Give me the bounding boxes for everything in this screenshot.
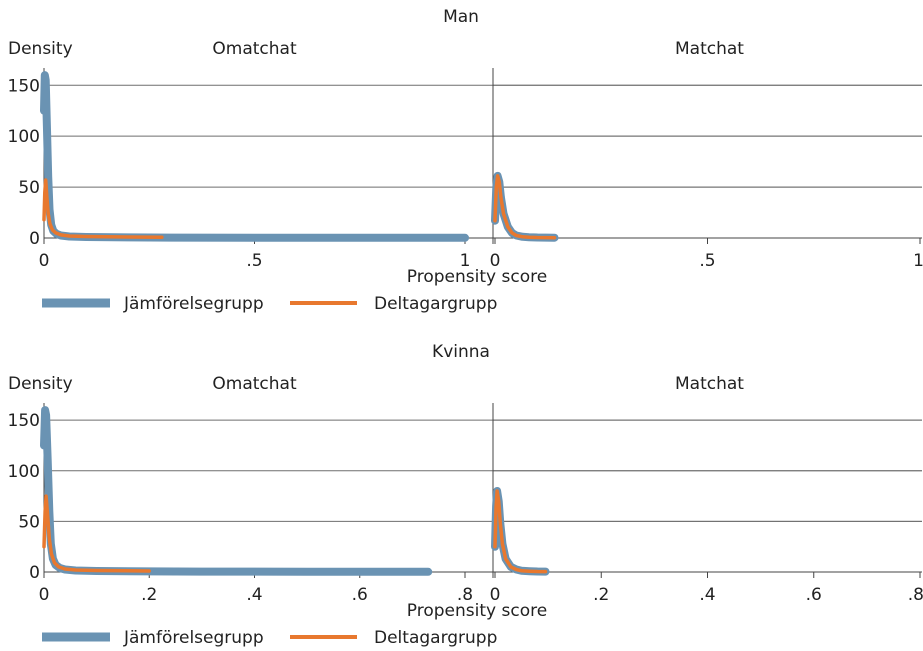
panel-0: Omatchat 0 50 100 150 0 .2 .4 .6 .8 <box>8 374 922 605</box>
legend-label-deltagargrupp: Deltagargrupp <box>374 294 497 314</box>
y-axis-label: Density <box>8 374 73 394</box>
legend: Jämförelsegrupp Deltagargrupp <box>42 294 497 314</box>
x-tick-label: .8 <box>908 585 923 605</box>
legend: Jämförelsegrupp Deltagargrupp <box>42 628 497 648</box>
legend-label-jamforelsegrupp: Jämförelsegrupp <box>123 294 264 314</box>
y-axis-label: Density <box>8 39 73 59</box>
x-tick-label: 0 <box>490 251 501 271</box>
panel-title: Omatchat <box>212 374 297 394</box>
y-tick-label: 50 <box>18 178 40 198</box>
x-tick-label: 1 <box>460 251 471 271</box>
x-tick-label: .2 <box>141 585 157 605</box>
figure-title: Man <box>443 7 479 27</box>
x-tick-label: 0 <box>39 585 50 605</box>
panel-title: Omatchat <box>212 39 297 59</box>
x-tick-label: .4 <box>699 585 715 605</box>
y-tick-label: 100 <box>8 127 40 147</box>
series-line-deltagargrupp <box>42 494 152 573</box>
series-line-deltagargrupp <box>493 174 557 240</box>
y-tick-label: 0 <box>29 229 40 249</box>
y-tick-label: 0 <box>29 563 40 583</box>
panel-title: Matchat <box>675 374 744 394</box>
figure-title: Kvinna <box>432 342 490 362</box>
x-tick-label: .6 <box>806 585 822 605</box>
x-tick-label: .8 <box>457 585 473 605</box>
x-tick-label: .5 <box>699 251 715 271</box>
series-line-deltagargrupp <box>493 489 548 574</box>
x-axis-label: Propensity score <box>407 267 547 287</box>
panel-1: Matchat 0 .2 .4 .6 .8 <box>490 374 923 605</box>
y-tick-label: 100 <box>8 462 40 482</box>
chart-0: Man Density Omatchat 0 50 100 150 0 .5 1 Matchat 0.… <box>8 7 923 314</box>
series-line-jamforelsegrupp <box>40 71 469 242</box>
x-tick-label: .6 <box>352 585 368 605</box>
panel-0: Omatchat 0 50 100 150 0 .5 1 <box>8 39 922 271</box>
series-line-deltagargrupp <box>42 178 164 239</box>
x-tick-label: .4 <box>246 585 262 605</box>
y-tick-label: 50 <box>18 512 40 532</box>
y-tick-label: 150 <box>8 411 40 431</box>
x-axis-label: Propensity score <box>407 601 547 621</box>
x-tick-label: 1 <box>913 251 923 271</box>
y-tick-label: 150 <box>8 76 40 96</box>
x-tick-label: .2 <box>593 585 609 605</box>
panel-1: Matchat 0 .5 1 <box>490 39 923 271</box>
legend-label-jamforelsegrupp: Jämförelsegrupp <box>123 628 264 648</box>
legend-label-deltagargrupp: Deltagargrupp <box>374 628 497 648</box>
x-tick-label: 0 <box>39 251 50 271</box>
x-tick-label: .5 <box>246 251 262 271</box>
x-tick-label: 0 <box>490 585 501 605</box>
series-line-jamforelsegrupp <box>40 406 433 576</box>
panel-title: Matchat <box>675 39 744 59</box>
